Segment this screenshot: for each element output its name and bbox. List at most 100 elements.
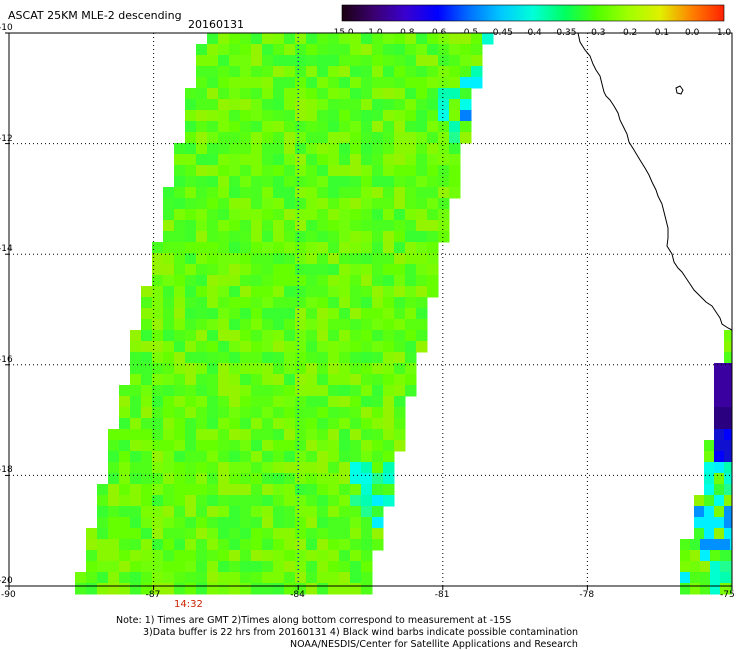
swath-cell (339, 528, 351, 540)
swath-cell (720, 539, 731, 551)
swath-cell (383, 66, 395, 78)
swath-cell (229, 121, 241, 133)
swath-cell (394, 33, 406, 45)
swath-cell (317, 286, 329, 298)
swath-cell (207, 187, 219, 199)
swath-cell (700, 583, 711, 595)
swath-cell (306, 330, 318, 342)
swath-cell (130, 550, 142, 562)
swath-cell (196, 352, 208, 364)
swath-cell (427, 66, 439, 78)
swath-cell (251, 572, 263, 584)
swath-cell (383, 451, 395, 463)
swath-cell (460, 33, 472, 45)
swath-cell (240, 539, 252, 551)
swath-cell (361, 165, 373, 177)
swath-cell (163, 517, 175, 529)
swath-cell (108, 495, 120, 507)
swath-cell (141, 528, 153, 540)
swath-cell (339, 517, 351, 529)
swath-cell (361, 88, 373, 100)
swath-cell (372, 319, 384, 331)
swath-cell (207, 66, 219, 78)
swath-cell (273, 297, 285, 309)
swath-cell (306, 44, 318, 56)
swath-cell (273, 429, 285, 441)
swath-cell (218, 308, 230, 320)
swath-cell (141, 572, 153, 584)
swath-cell (174, 473, 186, 485)
swath-cell (229, 561, 241, 573)
swath-cell (724, 374, 732, 386)
swath-cell (295, 44, 307, 56)
swath-cell (207, 143, 219, 155)
swath-cell (262, 110, 274, 122)
axis-ticks (5, 32, 733, 590)
swath-cell (482, 33, 494, 45)
swath-cell (361, 55, 373, 67)
swath-cell (130, 407, 142, 419)
lon-label: -84 (290, 590, 305, 600)
swath-cell (714, 440, 725, 452)
swath-cell (361, 231, 373, 243)
swath-cell (339, 165, 351, 177)
swath-cell (306, 308, 318, 320)
swath-cell (295, 231, 307, 243)
swath-cell (710, 550, 721, 562)
swath-cell (119, 550, 131, 562)
swath-cell (119, 583, 131, 595)
swath-cell (130, 561, 142, 573)
swath-cell (196, 187, 208, 199)
colorbar-scale (341, 4, 725, 22)
swath-cell (119, 429, 131, 441)
swath-right (680, 330, 732, 595)
swath-cell (218, 88, 230, 100)
swath-cell (383, 352, 395, 364)
swath-cell (405, 341, 417, 353)
swath-cell (295, 308, 307, 320)
swath-cell (262, 484, 274, 496)
swath-cell (284, 44, 296, 56)
swath-cell (284, 198, 296, 210)
swath-cell (174, 275, 186, 287)
swath-cell (350, 319, 362, 331)
swath-cell (174, 231, 186, 243)
swath-cell (273, 330, 285, 342)
swath-cell (141, 418, 153, 430)
swath-cell (416, 297, 428, 309)
swath-cell (273, 495, 285, 507)
swath-cell (328, 143, 340, 155)
swath-cell (229, 66, 241, 78)
swath-cell (339, 407, 351, 419)
swath-cell (372, 462, 384, 474)
swath-cell (339, 264, 351, 276)
swath-cell (339, 286, 351, 298)
swath-cell (449, 176, 461, 188)
swath-cell (427, 275, 439, 287)
swath-cell (196, 451, 208, 463)
swath-cell (405, 231, 417, 243)
swath-cell (714, 495, 725, 507)
swath-cell (383, 165, 395, 177)
swath-cell (251, 275, 263, 287)
swath-cell (174, 484, 186, 496)
swath-cell (284, 264, 296, 276)
swath-cell (405, 385, 417, 397)
swath-cell (383, 363, 395, 375)
swath-cell (394, 165, 406, 177)
swath-cell (240, 253, 252, 265)
swath-cell (306, 583, 318, 595)
swath-cell (720, 572, 731, 584)
swath-cell (119, 396, 131, 408)
overpass-time: 14:32 (174, 599, 203, 610)
swath-cell (317, 462, 329, 474)
swath-cell (119, 572, 131, 584)
swath-cell (229, 198, 241, 210)
swath-cell (339, 341, 351, 353)
swath-cell (306, 88, 318, 100)
swath-cell (185, 462, 197, 474)
swath-cell (262, 385, 274, 397)
swath-cell (229, 517, 241, 529)
swath-cell (86, 561, 98, 573)
